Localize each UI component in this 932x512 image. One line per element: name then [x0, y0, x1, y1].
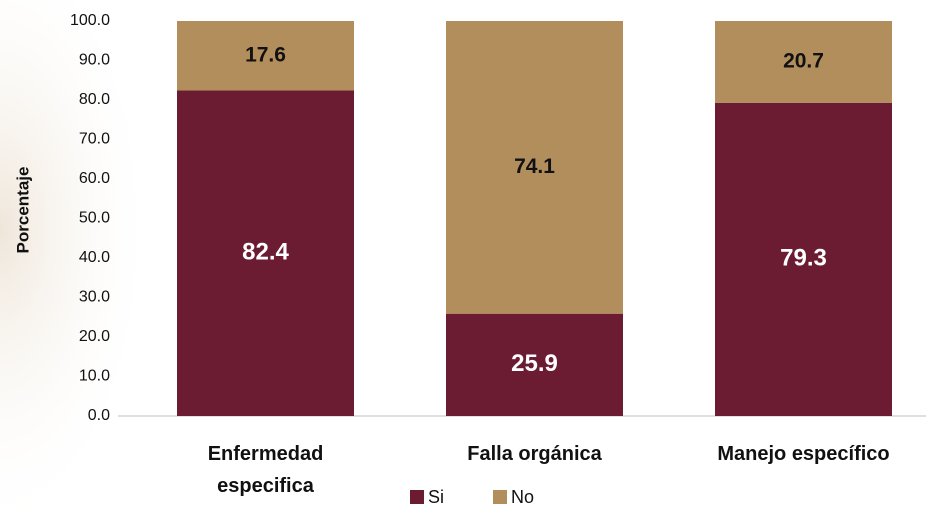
y-tick-label: 30.0	[79, 289, 110, 306]
y-tick-label: 60.0	[79, 170, 110, 187]
data-label: 79.3	[780, 245, 827, 272]
y-tick-label: 80.0	[79, 91, 110, 108]
y-tick-label: 20.0	[79, 328, 110, 345]
y-axis-label: Porcentaje	[13, 167, 32, 254]
y-tick-label: 40.0	[79, 249, 110, 266]
data-label: 25.9	[511, 350, 558, 377]
x-tick-label: Enfermedad especifica	[207, 443, 324, 497]
bar-segment	[177, 90, 354, 417]
legend-swatch	[410, 490, 424, 504]
x-tick-label: Manejo específico	[717, 443, 890, 465]
bar-segment	[446, 313, 623, 416]
x-tick-label: Falla orgánica	[467, 443, 602, 465]
y-tick-label: 70.0	[79, 131, 110, 148]
bar-segment	[715, 102, 892, 416]
bar-segment	[446, 21, 623, 314]
bar-segment	[715, 21, 892, 103]
y-tick-label: 10.0	[79, 368, 110, 385]
y-tick-label: 100.0	[70, 12, 110, 29]
legend-label: No	[511, 487, 534, 507]
y-tick-label: 90.0	[79, 52, 110, 69]
y-tick-label: 0.0	[88, 407, 110, 424]
data-label: 20.7	[783, 49, 824, 72]
data-label: 74.1	[514, 155, 555, 178]
legend-label: Si	[428, 487, 444, 507]
data-label: 17.6	[245, 43, 286, 66]
legend-swatch	[493, 490, 507, 504]
y-tick-label: 50.0	[79, 210, 110, 227]
bar-segment	[177, 21, 354, 91]
data-label: 82.4	[242, 239, 289, 266]
